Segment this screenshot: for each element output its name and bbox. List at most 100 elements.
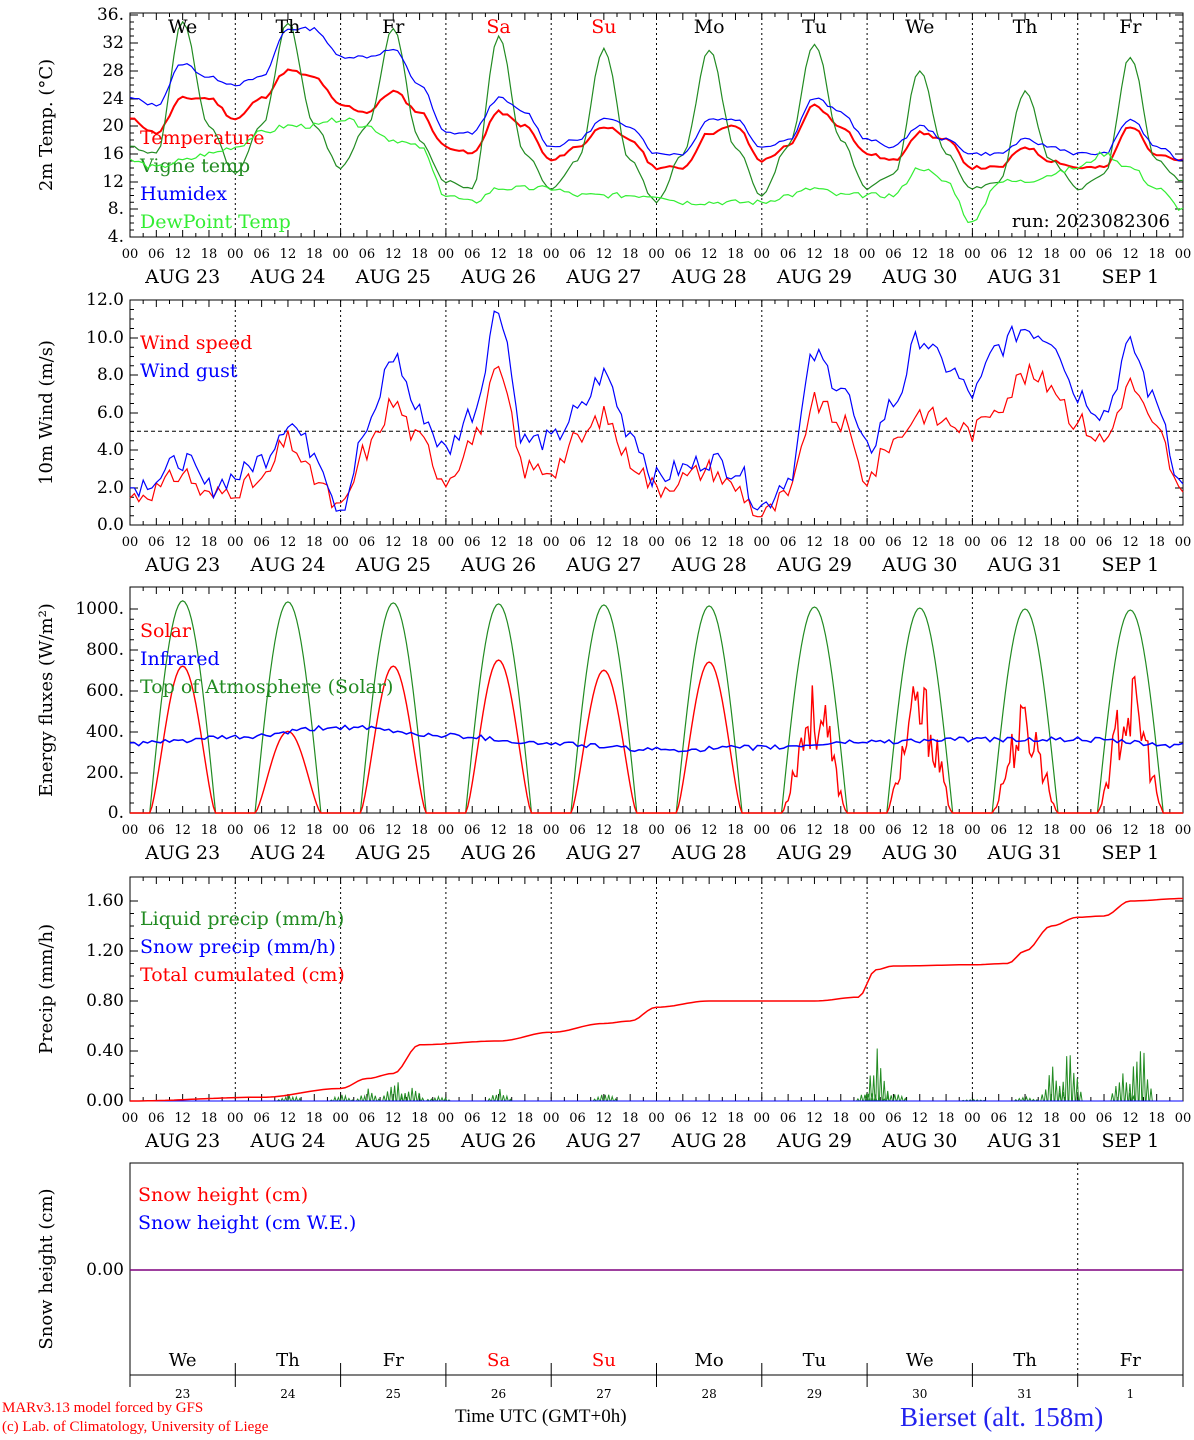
legend-entry: Snow height (cm)	[138, 1184, 308, 1206]
hour-tick-label: 12	[1122, 1111, 1139, 1126]
y-tick-label: 8.0	[97, 365, 124, 385]
y-tick-label: 12.0	[86, 290, 124, 310]
hour-tick-label: 06	[464, 1111, 481, 1126]
hour-tick-label: 12	[174, 535, 191, 550]
hour-tick-label: 00	[332, 1111, 349, 1126]
hour-tick-label: 00	[1069, 823, 1086, 838]
hour-tick-label: 00	[1175, 535, 1192, 550]
legend-entry: Snow precip (mm/h)	[140, 936, 336, 958]
hour-tick-label: 06	[148, 1111, 165, 1126]
hour-tick-label: 06	[1096, 1111, 1113, 1126]
hour-tick-label: 00	[1069, 535, 1086, 550]
date-label: AUG 26	[460, 842, 536, 864]
hour-tick-label: 06	[464, 247, 481, 262]
hour-tick-label: 18	[833, 247, 850, 262]
hour-tick-label: 06	[885, 823, 902, 838]
hour-tick-label: 00	[122, 247, 139, 262]
date-label: AUG 25	[355, 554, 431, 576]
hour-tick-label: 18	[1043, 823, 1060, 838]
hour-tick-label: 06	[1096, 247, 1113, 262]
hour-tick-label: 06	[990, 535, 1007, 550]
hour-tick-label: 12	[280, 823, 297, 838]
hour-tick-label: 18	[622, 1111, 639, 1126]
weekday-label: Su	[592, 1350, 616, 1371]
hour-tick-label: 12	[701, 535, 718, 550]
hour-tick-label: 12	[490, 535, 507, 550]
hour-tick-label: 18	[306, 823, 323, 838]
y-tick-label: 2.0	[97, 478, 124, 498]
hour-tick-label: 06	[148, 247, 165, 262]
hour-tick-label: 18	[1148, 535, 1165, 550]
hour-tick-label: 06	[569, 1111, 586, 1126]
hour-tick-label: 06	[675, 535, 692, 550]
hour-tick-label: 12	[911, 1111, 928, 1126]
hour-tick-label: 12	[911, 823, 928, 838]
hour-tick-label: 12	[1122, 535, 1139, 550]
hour-tick-label: 12	[701, 1111, 718, 1126]
hour-tick-label: 00	[543, 247, 560, 262]
series-line-total-cumulated	[130, 897, 1183, 1102]
hour-tick-label: 00	[122, 823, 139, 838]
date-label: AUG 27	[565, 1130, 641, 1152]
hour-tick-label: 06	[1096, 535, 1113, 550]
day-number: 26	[491, 1387, 506, 1401]
hour-tick-label: 12	[174, 247, 191, 262]
hour-tick-label: 06	[464, 535, 481, 550]
date-label: AUG 25	[355, 1130, 431, 1152]
hour-tick-label: 06	[359, 247, 376, 262]
hour-tick-label: 00	[438, 1111, 455, 1126]
hour-tick-label: 00	[332, 247, 349, 262]
hour-tick-label: 12	[1017, 1111, 1034, 1126]
hour-tick-label: 12	[385, 535, 402, 550]
series-line-liquid-precip	[130, 1048, 1183, 1102]
hour-tick-label: 00	[859, 1111, 876, 1126]
date-label: AUG 23	[144, 1130, 220, 1152]
hour-tick-label: 00	[1175, 247, 1192, 262]
date-label: AUG 24	[249, 1130, 325, 1152]
hour-tick-label: 00	[648, 535, 665, 550]
panel-frame-3	[129, 586, 1184, 814]
hour-tick-label: 18	[411, 535, 428, 550]
date-label: AUG 30	[881, 842, 957, 864]
date-label: AUG 26	[460, 1130, 536, 1152]
date-label: AUG 25	[355, 842, 431, 864]
hour-tick-label: 00	[438, 535, 455, 550]
y-tick-label: 600.	[86, 681, 124, 701]
hour-tick-label: 18	[938, 823, 955, 838]
hour-tick-label: 00	[754, 1111, 771, 1126]
legend-entry: Infrared	[140, 648, 220, 670]
hour-tick-label: 12	[701, 247, 718, 262]
hour-tick-label: 18	[1043, 247, 1060, 262]
legend-entry: Total cumulated (cm)	[140, 964, 345, 986]
hour-tick-label: 18	[411, 247, 428, 262]
hour-tick-label: 06	[464, 823, 481, 838]
hour-tick-label: 12	[1122, 823, 1139, 838]
hour-tick-label: 00	[1069, 1111, 1086, 1126]
hour-tick-label: 18	[1043, 1111, 1060, 1126]
hour-tick-label: 00	[227, 247, 244, 262]
date-label: AUG 24	[249, 554, 325, 576]
date-label: AUG 27	[565, 266, 641, 288]
hour-tick-label: 00	[122, 1111, 139, 1126]
weekday-label: We	[168, 16, 197, 38]
hour-tick-label: 06	[885, 535, 902, 550]
hour-tick-label: 18	[938, 535, 955, 550]
credit-lab: (c) Lab. of Climatology, University of L…	[2, 1419, 269, 1435]
hour-tick-label: 00	[543, 535, 560, 550]
y-tick-label: 12	[102, 172, 124, 192]
hour-tick-label: 18	[306, 535, 323, 550]
hour-tick-label: 06	[780, 535, 797, 550]
y-tick-label: 0.00	[86, 1091, 124, 1111]
legend-entry: Vigne temp	[139, 155, 250, 177]
hour-tick-label: 00	[227, 1111, 244, 1126]
hour-tick-label: 12	[701, 823, 718, 838]
weekday-label: Mo	[695, 1350, 724, 1371]
y-tick-label: 1.20	[86, 941, 124, 961]
hour-tick-label: 06	[148, 823, 165, 838]
hour-tick-label: 00	[859, 535, 876, 550]
hour-tick-label: 12	[174, 823, 191, 838]
date-label: AUG 30	[881, 266, 957, 288]
hour-tick-label: 18	[517, 823, 534, 838]
series-line-solar	[130, 659, 1183, 814]
y-tick-label: 36.	[97, 5, 124, 25]
